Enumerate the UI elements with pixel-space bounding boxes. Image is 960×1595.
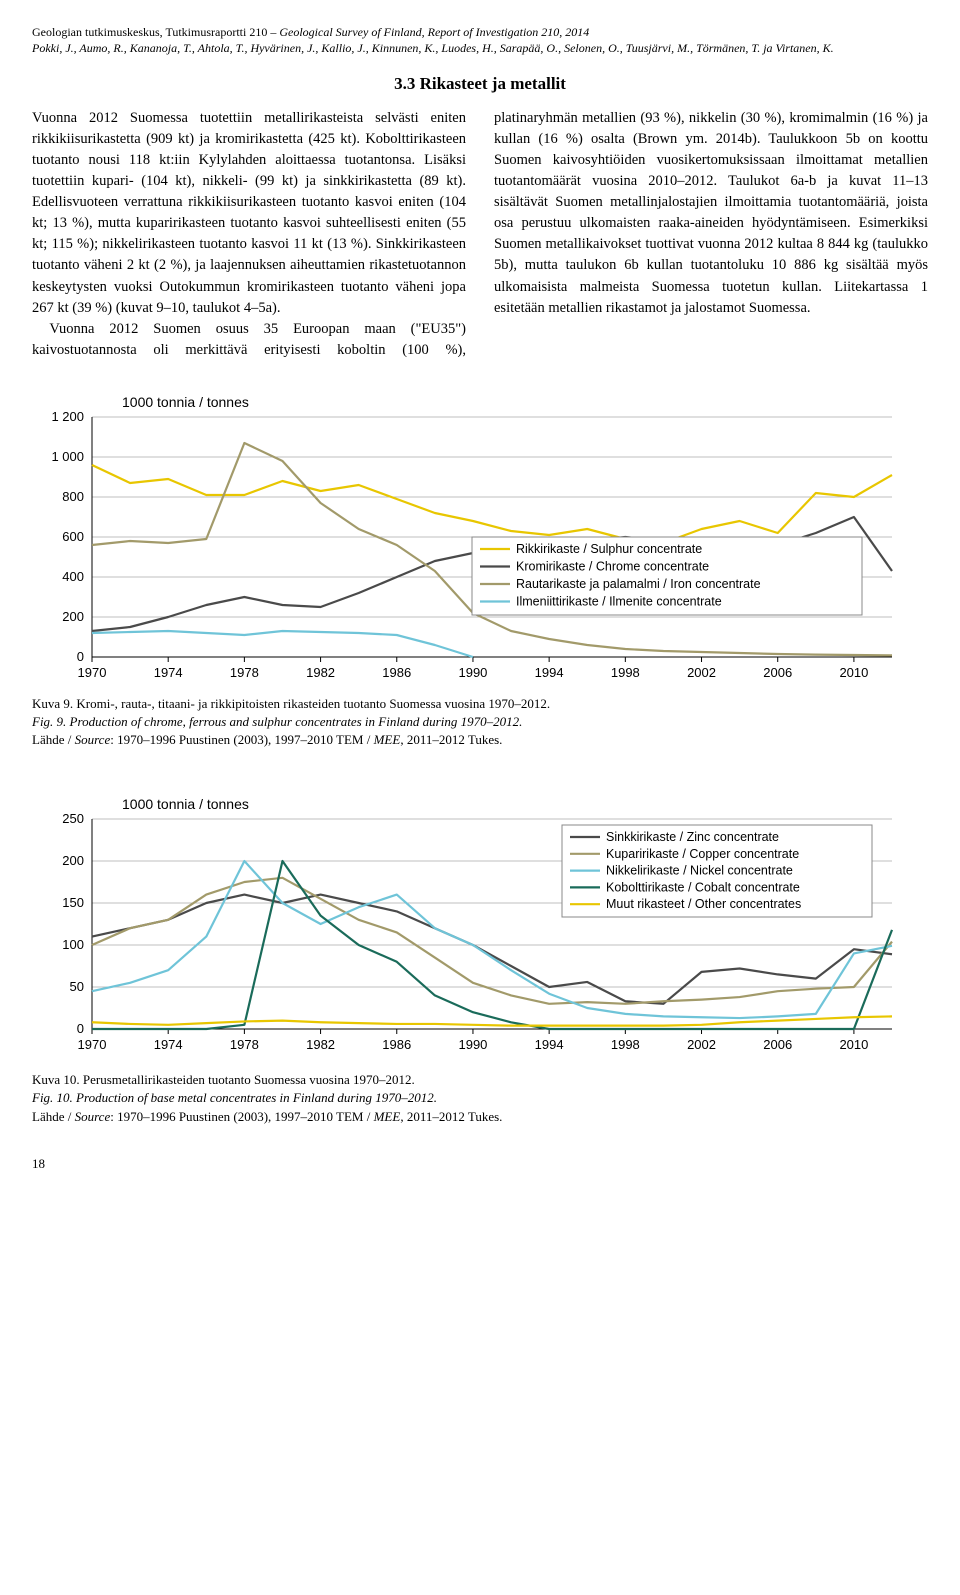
svg-text:1998: 1998	[611, 665, 640, 680]
caption-2-src-b: Source	[75, 1109, 111, 1124]
svg-text:1982: 1982	[306, 1037, 335, 1052]
svg-text:1990: 1990	[458, 665, 487, 680]
svg-text:800: 800	[62, 489, 84, 504]
svg-text:1000 tonnia / tonnes: 1000 tonnia / tonnes	[122, 796, 249, 812]
caption-1-fi: Kuva 9. Kromi-, rauta-, titaani- ja rikk…	[32, 696, 550, 711]
svg-text:1978: 1978	[230, 665, 259, 680]
svg-text:2010: 2010	[839, 1037, 868, 1052]
header-org-en: Geological Survey of Finland, Report of …	[279, 25, 589, 39]
svg-text:Rikkirikaste / Sulphur concent: Rikkirikaste / Sulphur concentrate	[516, 542, 702, 556]
header-authors: Pokki, J., Aumo, R., Kananoja, T., Ahtol…	[32, 40, 928, 56]
caption-1-en: Fig. 9. Production of chrome, ferrous an…	[32, 714, 522, 729]
svg-text:2002: 2002	[687, 665, 716, 680]
svg-text:Kuparirikaste / Copper concent: Kuparirikaste / Copper concentrate	[606, 847, 799, 861]
chart-2: 0 50 100 150 200 250 1970 1974 1978 1982 1986 1990 1…	[32, 783, 928, 1063]
chart-1-svg: 0 200 400 600 800 1 000 1 200 1970 1974 1978 1982 1…	[32, 387, 912, 687]
page-number: 18	[32, 1156, 928, 1172]
svg-text:1994: 1994	[535, 665, 564, 680]
svg-text:Nikkelirikaste / Nickel concen: Nikkelirikaste / Nickel concentrate	[606, 864, 793, 878]
svg-text:1986: 1986	[382, 1037, 411, 1052]
svg-text:1970: 1970	[78, 1037, 107, 1052]
svg-text:250: 250	[62, 811, 84, 826]
svg-text:1 200: 1 200	[51, 409, 84, 424]
svg-text:600: 600	[62, 529, 84, 544]
caption-1-src-b: Source	[75, 732, 111, 747]
svg-text:2010: 2010	[839, 665, 868, 680]
svg-text:Ilmeniittirikaste / Ilmenite c: Ilmeniittirikaste / Ilmenite concentrate	[516, 594, 722, 608]
svg-text:1000 tonnia / tonnes: 1000 tonnia / tonnes	[122, 394, 249, 410]
svg-text:0: 0	[77, 1021, 84, 1036]
svg-text:2002: 2002	[687, 1037, 716, 1052]
caption-2: Kuva 10. Perusmetallirikasteiden tuotant…	[32, 1071, 928, 1126]
svg-text:400: 400	[62, 569, 84, 584]
caption-1-src-d: MEE	[374, 732, 401, 747]
body-p1: Vuonna 2012 Suomessa tuotettiin metallir…	[32, 108, 466, 318]
caption-1: Kuva 9. Kromi-, rauta-, titaani- ja rikk…	[32, 695, 928, 750]
body-text: Vuonna 2012 Suomessa tuotettiin metallir…	[32, 108, 928, 360]
svg-text:1 000: 1 000	[51, 449, 84, 464]
svg-text:1994: 1994	[535, 1037, 564, 1052]
caption-2-src-e: , 2011–2012 Tukes.	[400, 1109, 502, 1124]
caption-2-fi: Kuva 10. Perusmetallirikasteiden tuotant…	[32, 1072, 415, 1087]
svg-text:Kobolttirikaste / Cobalt conce: Kobolttirikaste / Cobalt concentrate	[606, 881, 800, 895]
svg-text:Sinkkirikaste / Zinc concentra: Sinkkirikaste / Zinc concentrate	[606, 830, 779, 844]
svg-text:150: 150	[62, 895, 84, 910]
svg-text:1974: 1974	[154, 665, 183, 680]
caption-1-src-c: : 1970–1996 Puustinen (2003), 1997–2010 …	[110, 732, 373, 747]
svg-text:1986: 1986	[382, 665, 411, 680]
svg-text:1998: 1998	[611, 1037, 640, 1052]
svg-text:Kromirikaste / Chrome concentr: Kromirikaste / Chrome concentrate	[516, 559, 709, 573]
chart-2-svg: 0 50 100 150 200 250 1970 1974 1978 1982 1986 1990 1…	[32, 783, 912, 1063]
svg-text:1990: 1990	[458, 1037, 487, 1052]
section-title: 3.3 Rikasteet ja metallit	[32, 74, 928, 94]
caption-1-src-e: , 2011–2012 Tukes.	[400, 732, 502, 747]
svg-text:200: 200	[62, 609, 84, 624]
svg-text:1974: 1974	[154, 1037, 183, 1052]
caption-2-src-a: Lähde /	[32, 1109, 75, 1124]
svg-text:Rautarikaste ja palamalmi / Ir: Rautarikaste ja palamalmi / Iron concent…	[516, 577, 761, 591]
svg-text:1982: 1982	[306, 665, 335, 680]
caption-2-src-d: MEE	[374, 1109, 401, 1124]
svg-text:2006: 2006	[763, 665, 792, 680]
caption-1-src-a: Lähde /	[32, 732, 75, 747]
svg-text:100: 100	[62, 937, 84, 952]
caption-2-src-c: : 1970–1996 Puustinen (2003), 1997–2010 …	[110, 1109, 373, 1124]
svg-text:200: 200	[62, 853, 84, 868]
svg-text:50: 50	[70, 979, 84, 994]
svg-text:1970: 1970	[78, 665, 107, 680]
page-header: Geologian tutkimuskeskus, Tutkimusraport…	[32, 24, 928, 56]
svg-text:0: 0	[77, 649, 84, 664]
chart-1: 0 200 400 600 800 1 000 1 200 1970 1974 1978 1982 1…	[32, 387, 928, 687]
svg-text:Muut rikasteet / Other concent: Muut rikasteet / Other concentrates	[606, 897, 801, 911]
caption-2-en: Fig. 10. Production of base metal concen…	[32, 1090, 437, 1105]
header-org: Geologian tutkimuskeskus, Tutkimusraport…	[32, 25, 279, 39]
svg-text:2006: 2006	[763, 1037, 792, 1052]
svg-text:1978: 1978	[230, 1037, 259, 1052]
